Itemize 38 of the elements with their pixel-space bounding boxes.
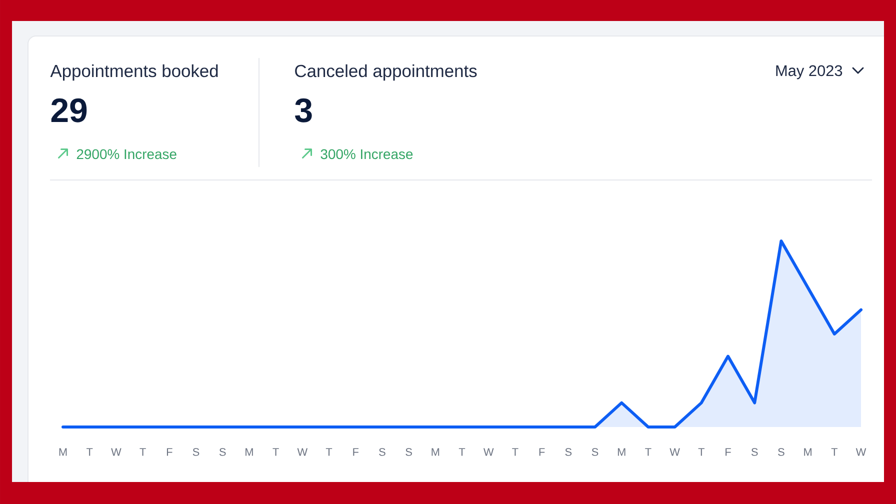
x-tick-label: T: [272, 448, 279, 456]
x-tick-label: T: [645, 448, 652, 456]
x-tick-label: S: [592, 448, 598, 456]
x-tick-label: S: [751, 448, 758, 456]
text: Canceled appointments: [295, 64, 477, 81]
x-tick-label: T: [831, 448, 838, 456]
x-tick-label: T: [698, 448, 704, 456]
x-tick-label: T: [326, 448, 332, 456]
x-tick-label: W: [670, 448, 680, 456]
x-tick-label: M: [59, 448, 67, 456]
x-tick-label: T: [512, 448, 518, 456]
x-tick-label: F: [726, 448, 731, 456]
x-tick-label: M: [246, 448, 253, 456]
x-tick-label: W: [856, 448, 866, 456]
x-tick-label: M: [618, 448, 626, 456]
x-tick-label: M: [804, 448, 812, 456]
x-tick-label: S: [192, 448, 200, 456]
x-tick-label: T: [86, 448, 93, 456]
x-tick-label: S: [379, 448, 386, 456]
text: 3: [294, 98, 312, 122]
x-tick-label: S: [565, 448, 572, 456]
x-tick-label: S: [406, 448, 412, 456]
x-tick-label: W: [297, 448, 308, 456]
x-tick-label: F: [166, 448, 172, 456]
x-tick-label: W: [483, 448, 494, 456]
x-tick-label: T: [458, 448, 466, 456]
text: 29: [51, 98, 87, 122]
x-tick-label: F: [539, 448, 545, 456]
text: 2900% Increase: [76, 149, 176, 160]
x-tick-label: M: [432, 448, 440, 456]
x-tick-label: F: [353, 448, 359, 456]
x-tick-label: S: [778, 448, 784, 456]
text: Appointments booked: [50, 64, 218, 81]
x-tick-label: S: [219, 448, 226, 456]
x-tick-label: T: [140, 448, 146, 456]
x-tick-label: W: [111, 448, 122, 456]
text: May 2023: [776, 65, 842, 80]
text: 300% Increase: [320, 149, 413, 160]
